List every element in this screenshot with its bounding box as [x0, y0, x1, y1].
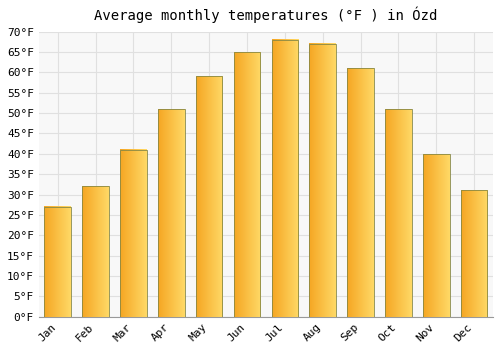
Title: Average monthly temperatures (°F ) in Ózd: Average monthly temperatures (°F ) in Óz…	[94, 7, 438, 23]
Bar	[423, 154, 450, 317]
Bar	[196, 76, 222, 317]
Bar	[234, 52, 260, 317]
Bar	[120, 150, 146, 317]
Bar	[272, 40, 298, 317]
Bar	[44, 207, 71, 317]
Bar	[310, 44, 336, 317]
Bar	[158, 109, 184, 317]
Bar	[461, 190, 487, 317]
Bar	[385, 109, 411, 317]
Bar	[82, 187, 109, 317]
Bar	[348, 68, 374, 317]
